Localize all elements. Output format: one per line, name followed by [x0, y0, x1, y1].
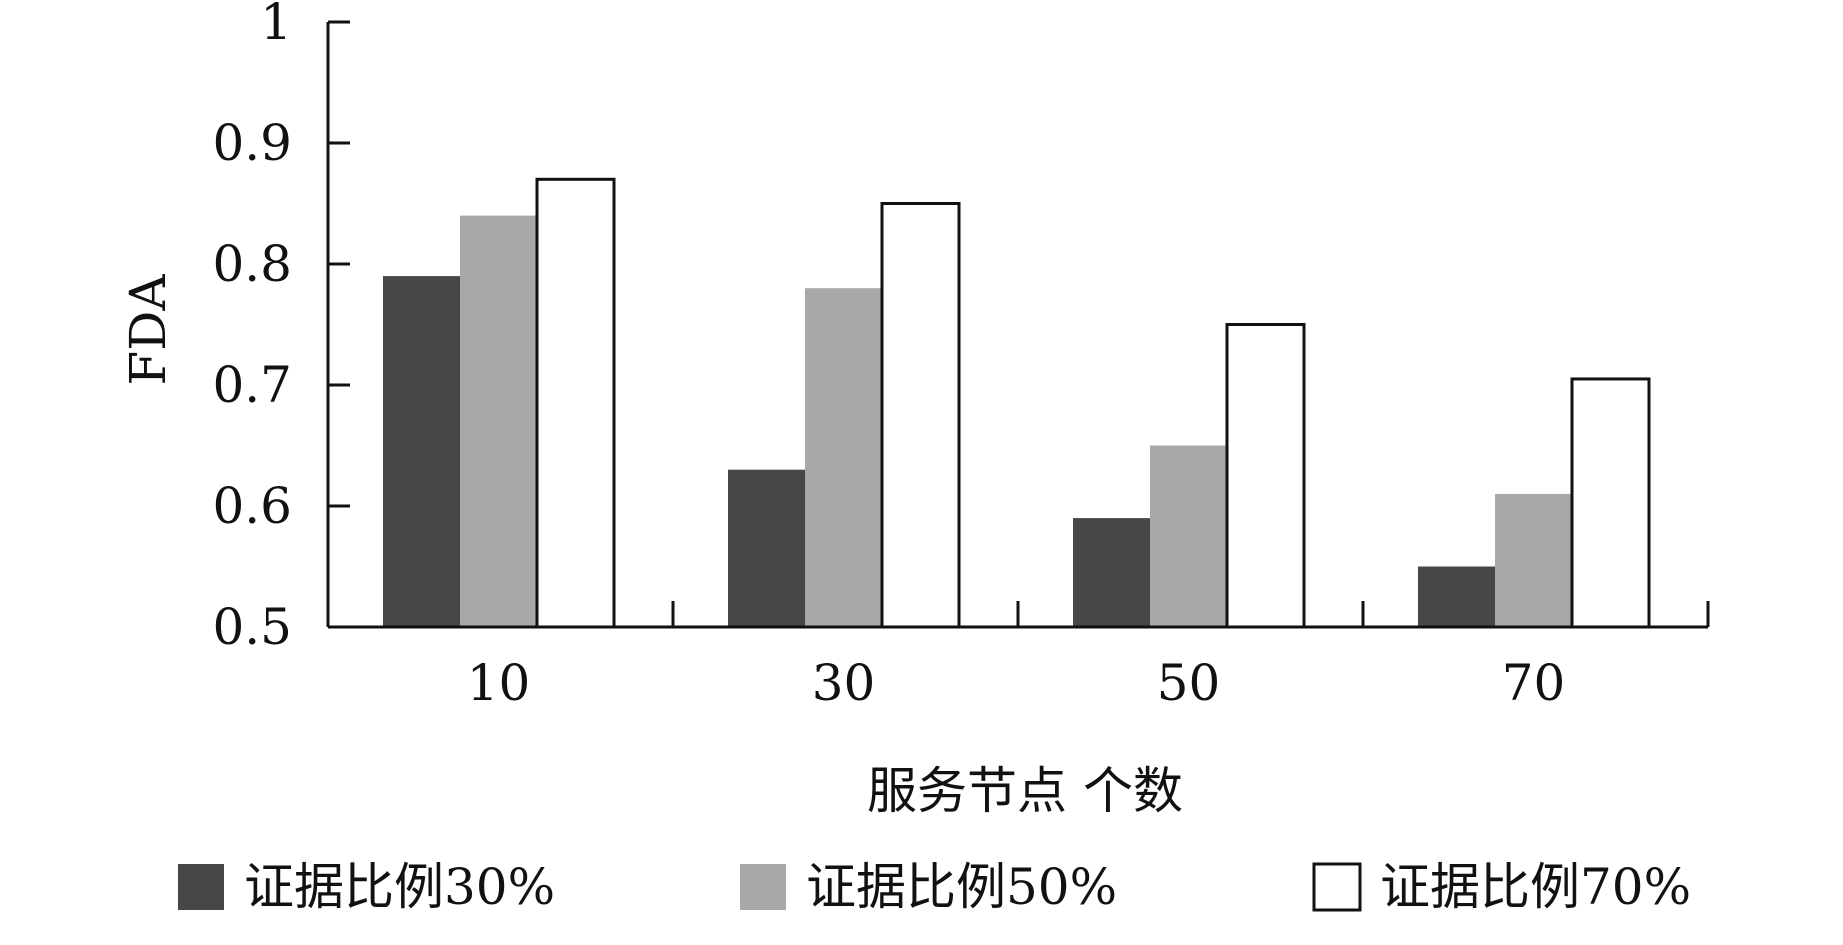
legend-label-series-1: 证据比例30% [244, 858, 555, 916]
legend-swatch-series-3 [1312, 862, 1362, 912]
bar-series-3-cat-3 [1225, 323, 1306, 629]
y-axis-label: FDA [119, 274, 177, 386]
bar-series-2-cat-2 [805, 288, 882, 627]
y-tick-label: 1 [260, 0, 292, 51]
bar-series-3-cat-2 [880, 202, 961, 629]
bar-series-2-cat-4 [1495, 493, 1572, 627]
y-tick-label: 0.6 [212, 477, 292, 535]
legend-swatch-series-2 [740, 864, 786, 910]
x-tick-label: 50 [1157, 654, 1221, 712]
bars-group [383, 177, 1651, 629]
bar-series-3-cat-4 [1570, 377, 1651, 629]
bar-series-1-cat-2 [728, 469, 805, 627]
legend-label-series-2: 证据比例50% [806, 858, 1117, 916]
x-ticks-group: 10 30 50 70 [467, 601, 1710, 712]
y-tick-label: 0.8 [212, 235, 292, 293]
bar-series-1-cat-4 [1418, 566, 1495, 627]
y-tick-label: 0.7 [212, 356, 292, 414]
y-tick-label: 0.9 [212, 114, 292, 172]
bar-series-1-cat-1 [383, 276, 460, 627]
legend-label-series-3: 证据比例70% [1380, 858, 1691, 916]
bar-series-2-cat-1 [460, 215, 537, 627]
legend: 证据比例30% 证据比例50% 证据比例70% [178, 858, 1691, 916]
bar-series-2-cat-3 [1150, 445, 1227, 627]
x-tick-label: 30 [812, 654, 876, 712]
bar-series-1-cat-3 [1073, 518, 1150, 627]
y-tick-label: 0.5 [212, 598, 292, 656]
legend-swatch-series-1 [178, 864, 224, 910]
x-axis-label: 服务节点 个数 [867, 762, 1183, 820]
x-tick-label: 70 [1502, 654, 1566, 712]
x-tick-label: 10 [467, 654, 531, 712]
y-ticks-group: 0.5 0.6 0.7 0.8 0.9 1 [212, 0, 350, 656]
bar-series-3-cat-1 [535, 177, 616, 629]
